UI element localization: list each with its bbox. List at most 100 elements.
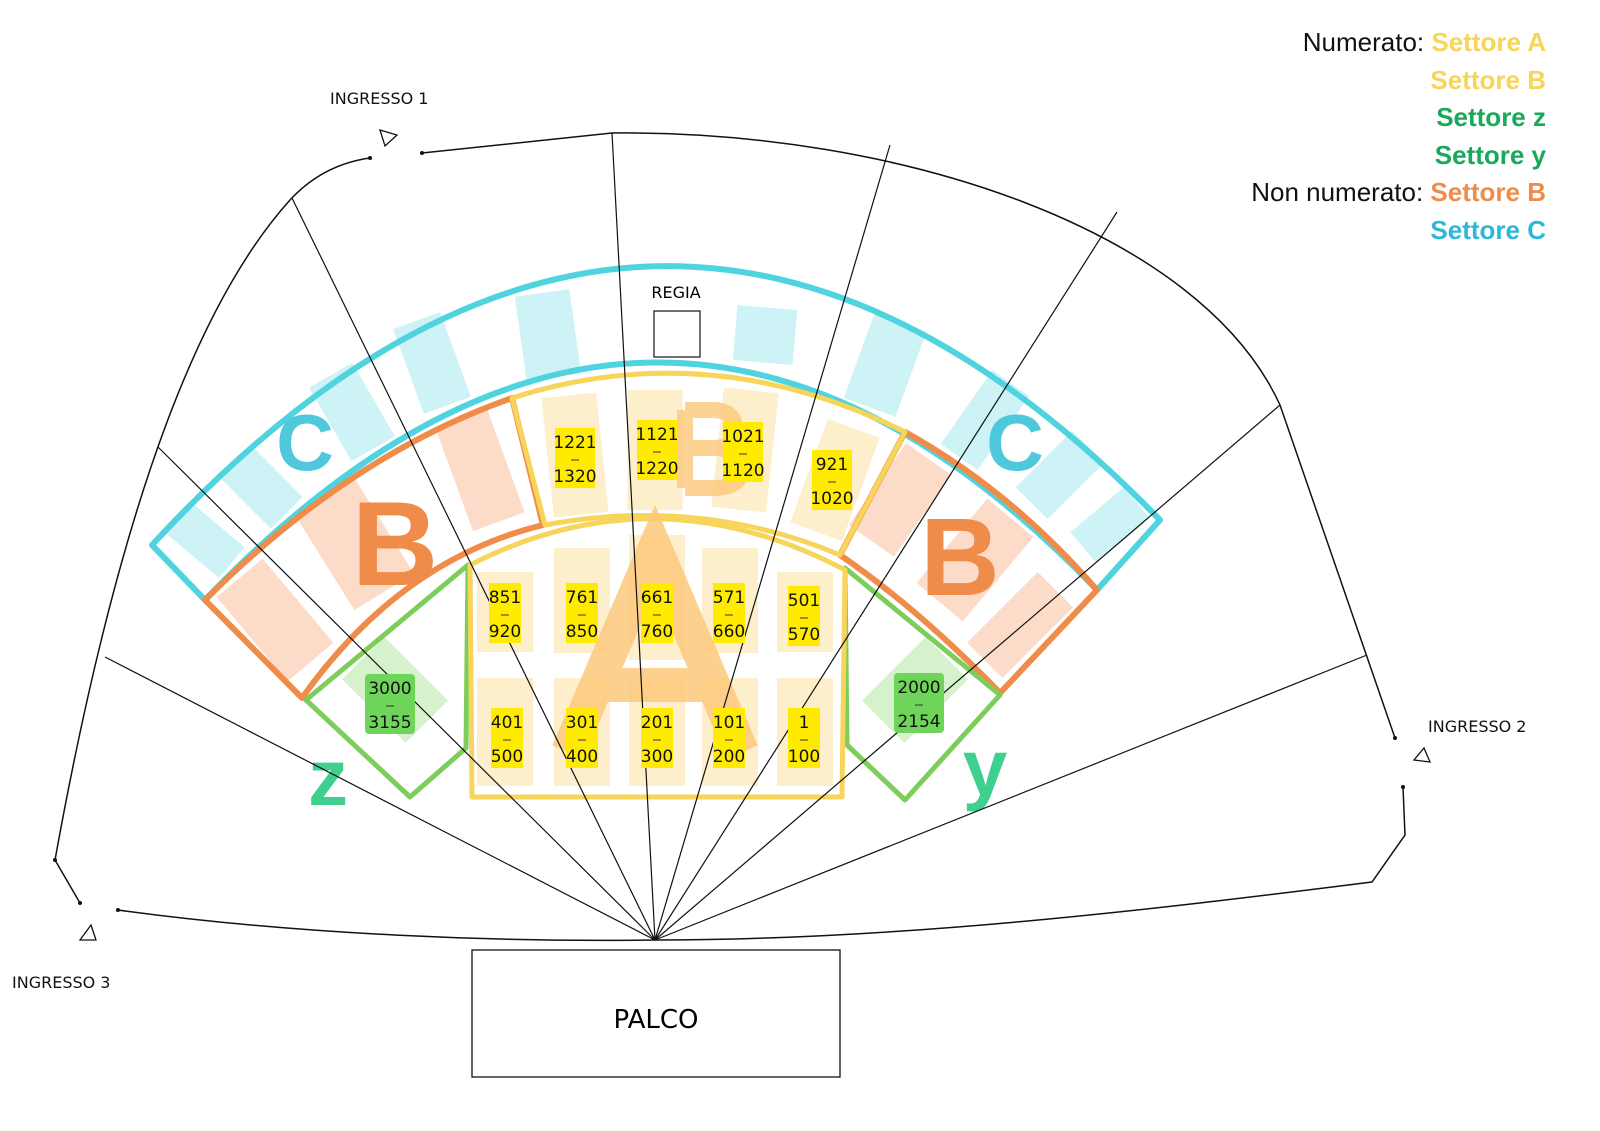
legend-item: Settore z: [1436, 102, 1546, 132]
range-to: 200: [713, 747, 745, 767]
legend-item: Settore A: [1431, 27, 1546, 57]
range-to: 1020: [810, 489, 853, 509]
seat-range-label[interactable]: 1121 1220: [635, 420, 679, 480]
seat-range-label[interactable]: 501 570: [788, 586, 820, 646]
sector-c-outline[interactable]: [149, 263, 1163, 603]
range-from: 101: [713, 713, 745, 733]
legend-item: Settore B: [1430, 64, 1546, 95]
seat-range-label[interactable]: 101 200: [713, 708, 745, 768]
range-to: 1120: [721, 461, 764, 481]
entrance-2-triangle-icon[interactable]: [1412, 746, 1432, 763]
radial-line: [654, 404, 1281, 941]
range-to: 850: [566, 622, 598, 642]
range-to: 300: [641, 747, 673, 767]
seat-range-label[interactable]: 1221 1320: [553, 428, 597, 488]
seat-range-label[interactable]: 761 850: [566, 583, 598, 643]
seat-range-label[interactable]: 401 500: [491, 708, 523, 768]
range-to: 1320: [553, 467, 596, 487]
entrance-2-label: INGRESSO 2: [1428, 717, 1526, 736]
range-to: 100: [788, 747, 820, 767]
seat-block[interactable]: [1015, 430, 1105, 520]
entrance-1-triangle-icon[interactable]: [379, 129, 399, 148]
legend: Numerato: Settore A Settore B Settore z …: [1251, 24, 1546, 249]
range-from: 1221: [553, 433, 596, 453]
range-from: 851: [489, 588, 521, 608]
seat-block[interactable]: [221, 447, 303, 529]
seat-range-label[interactable]: 301 400: [566, 708, 598, 768]
stage: [471, 949, 841, 1078]
range-to: 570: [788, 625, 820, 645]
sector-z-outline[interactable]: [303, 562, 471, 800]
legend-unnumbered-label: Non numerato:: [1251, 177, 1424, 207]
range-from: 1121: [635, 425, 678, 445]
seat-range-label[interactable]: 571 660: [713, 583, 745, 643]
radial-line: [104, 656, 656, 941]
sector-b-center-outline[interactable]: [509, 370, 908, 558]
range-from: 1021: [721, 427, 764, 447]
seat-block[interactable]: [966, 571, 1074, 679]
legend-item: Settore y: [1434, 139, 1546, 170]
range-to: 920: [489, 622, 521, 642]
seat-block[interactable]: [848, 443, 952, 557]
seat-range-label[interactable]: 1021 1120: [721, 422, 765, 482]
range-from: 1: [799, 713, 810, 733]
control-booth: [653, 310, 701, 358]
seat-block[interactable]: [296, 479, 414, 611]
control-booth-label: REGIA: [651, 283, 700, 302]
range-from: 201: [641, 713, 673, 733]
legend-numbered-label: Numerato:: [1302, 27, 1425, 57]
seat-block[interactable]: [916, 498, 1034, 622]
stage-label: PALCO: [614, 1005, 699, 1035]
range-from: 3000: [368, 679, 411, 699]
seat-range-label[interactable]: 201 300: [641, 708, 673, 768]
range-to: 400: [566, 747, 598, 767]
radial-line: [291, 197, 656, 941]
seat-range-label[interactable]: 2000 2154: [894, 673, 944, 733]
seat-range-label[interactable]: 661 760: [641, 583, 673, 643]
range-to: 1220: [635, 459, 678, 479]
legend-item: Settore C: [1430, 214, 1546, 245]
legend-item: Settore B: [1430, 177, 1546, 207]
sector-letter-c-left: C: [276, 398, 334, 487]
sector-letter-z: z: [308, 733, 348, 822]
seat-block[interactable]: [732, 304, 798, 366]
entrance-3-label: INGRESSO 3: [12, 973, 110, 992]
venue-outline: [54, 132, 1406, 942]
seat-range-label[interactable]: 3000 3155: [365, 674, 415, 734]
seat-block[interactable]: [216, 558, 334, 682]
range-from: 301: [566, 713, 598, 733]
seat-range-label[interactable]: 921 1020: [810, 450, 854, 510]
seat-block[interactable]: [1070, 487, 1150, 563]
sector-y-outline[interactable]: [842, 565, 1003, 803]
radial-line: [654, 144, 891, 941]
range-from: 2000: [897, 678, 940, 698]
seat-block[interactable]: [165, 502, 245, 578]
radial-line: [611, 132, 656, 941]
entrance-1-label: INGRESSO 1: [330, 89, 428, 108]
sector-a-outline[interactable]: [467, 516, 848, 800]
radial-lines: [104, 132, 1368, 941]
sector-letter-b-right: B: [920, 496, 999, 619]
range-to: 3155: [368, 713, 411, 733]
radial-line: [654, 654, 1368, 941]
range-to: 2154: [897, 712, 940, 732]
range-to: 500: [491, 747, 523, 767]
range-from: 921: [816, 455, 848, 475]
range-from: 761: [566, 588, 598, 608]
range-to: 760: [641, 622, 673, 642]
sector-letter-y: y: [963, 723, 1008, 812]
seat-range-labels: 1221 1320 1121 1220 1021 1120 921 1020 851 920 761…: [365, 420, 944, 768]
sector-b-right-outline[interactable]: [837, 429, 1100, 696]
sector-letter-b-left: B: [352, 477, 439, 611]
seat-range-label[interactable]: 851 920: [489, 583, 521, 643]
range-from: 401: [491, 713, 523, 733]
seat-block[interactable]: [435, 408, 525, 532]
sector-letter-a-graphic: [552, 504, 758, 759]
seat-range-label[interactable]: 1 100: [788, 708, 820, 768]
radial-line: [654, 211, 1118, 941]
seat-block[interactable]: [843, 313, 927, 417]
entrance-3-triangle-icon[interactable]: [78, 923, 97, 941]
seat-block[interactable]: [514, 289, 582, 381]
range-from: 661: [641, 588, 673, 608]
